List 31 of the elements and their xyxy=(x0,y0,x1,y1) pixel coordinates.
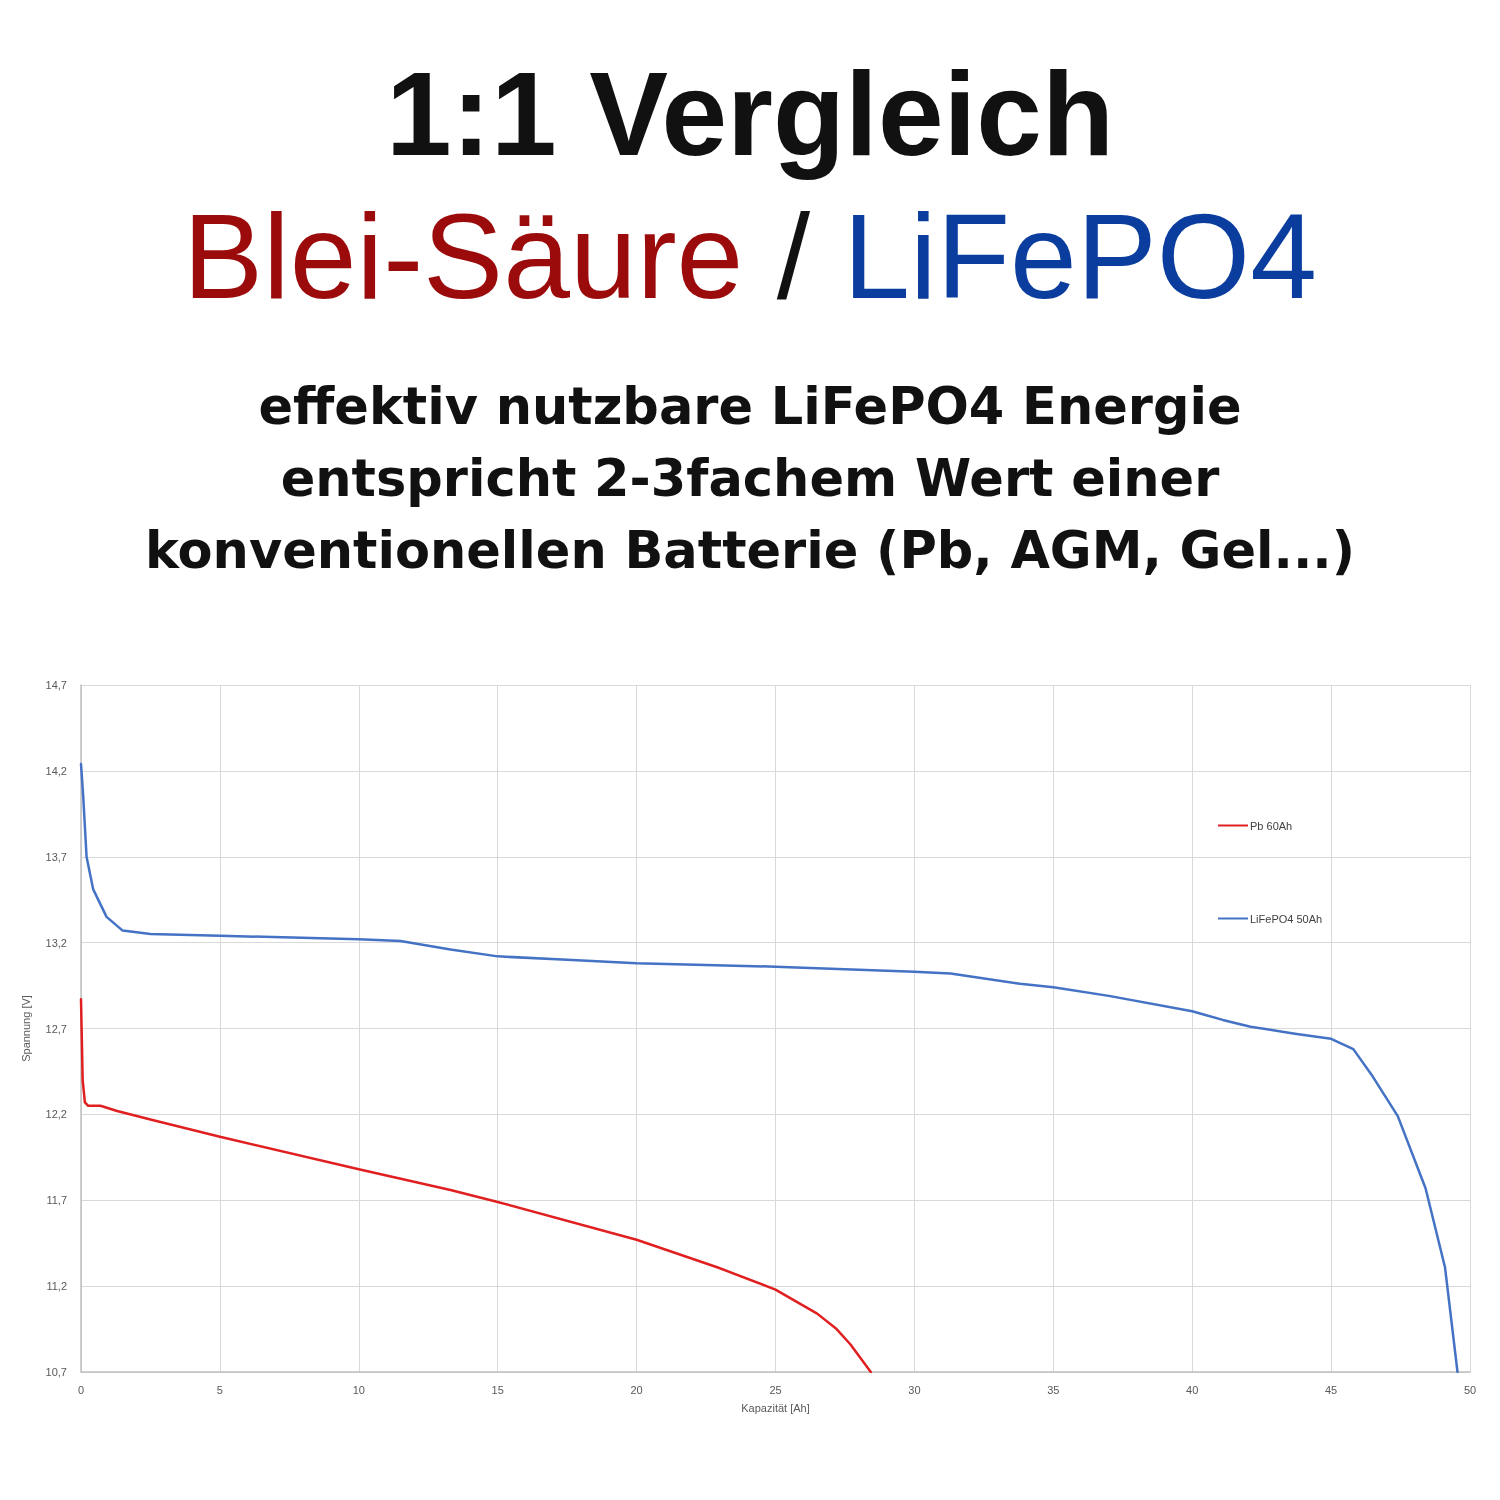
x-tick-label: 15 xyxy=(491,1383,504,1396)
y-tick-label: 14,7 xyxy=(45,679,67,691)
x-tick-label: 45 xyxy=(1324,1383,1338,1396)
x-tick-label: 50 xyxy=(1463,1383,1477,1396)
x-tick-label: 25 xyxy=(769,1383,782,1396)
y-tick-label: 13,2 xyxy=(45,936,67,949)
chart-title: 1:1 Vergleich xyxy=(384,48,1116,180)
text: effektiv nutzbare LiFePO4 Energie xyxy=(257,376,1243,438)
y-tick-label: 11,2 xyxy=(46,1280,67,1293)
line-series xyxy=(79,762,1459,1374)
x-tick-label: 10 xyxy=(352,1383,365,1396)
legend-label: LiFePO4 50Ah xyxy=(1250,912,1323,925)
y-tick-label: 12,2 xyxy=(45,1108,67,1121)
legend-label: Pb 60Ah xyxy=(1250,819,1293,832)
chart-subtitle: Blei-Säure / LiFePO4 xyxy=(183,189,1317,323)
x-tick-label: 20 xyxy=(630,1383,643,1396)
y-tick-label: 14,2 xyxy=(45,764,67,777)
text: entspricht 2-3fachem Wert einer xyxy=(279,448,1221,510)
y-tick-label: 10,7 xyxy=(45,1366,67,1378)
line-series xyxy=(79,998,873,1374)
y-axis-title: Spannung [V] xyxy=(19,995,32,1062)
y-tick-label: 11,7 xyxy=(46,1194,67,1207)
text: konventionellen Batterie (Pb, AGM, Gel...) xyxy=(144,520,1356,582)
x-tick-label: 40 xyxy=(1186,1383,1199,1396)
y-tick-label: 12,7 xyxy=(45,1022,67,1035)
x-tick-label: 35 xyxy=(1047,1383,1060,1396)
x-tick-label: 0 xyxy=(77,1383,85,1396)
x-tick-label: 5 xyxy=(216,1383,223,1396)
x-tick-label: 30 xyxy=(908,1383,921,1396)
x-axis-title: Kapazität [Ah] xyxy=(741,1401,810,1414)
y-tick-label: 13,7 xyxy=(45,850,67,863)
